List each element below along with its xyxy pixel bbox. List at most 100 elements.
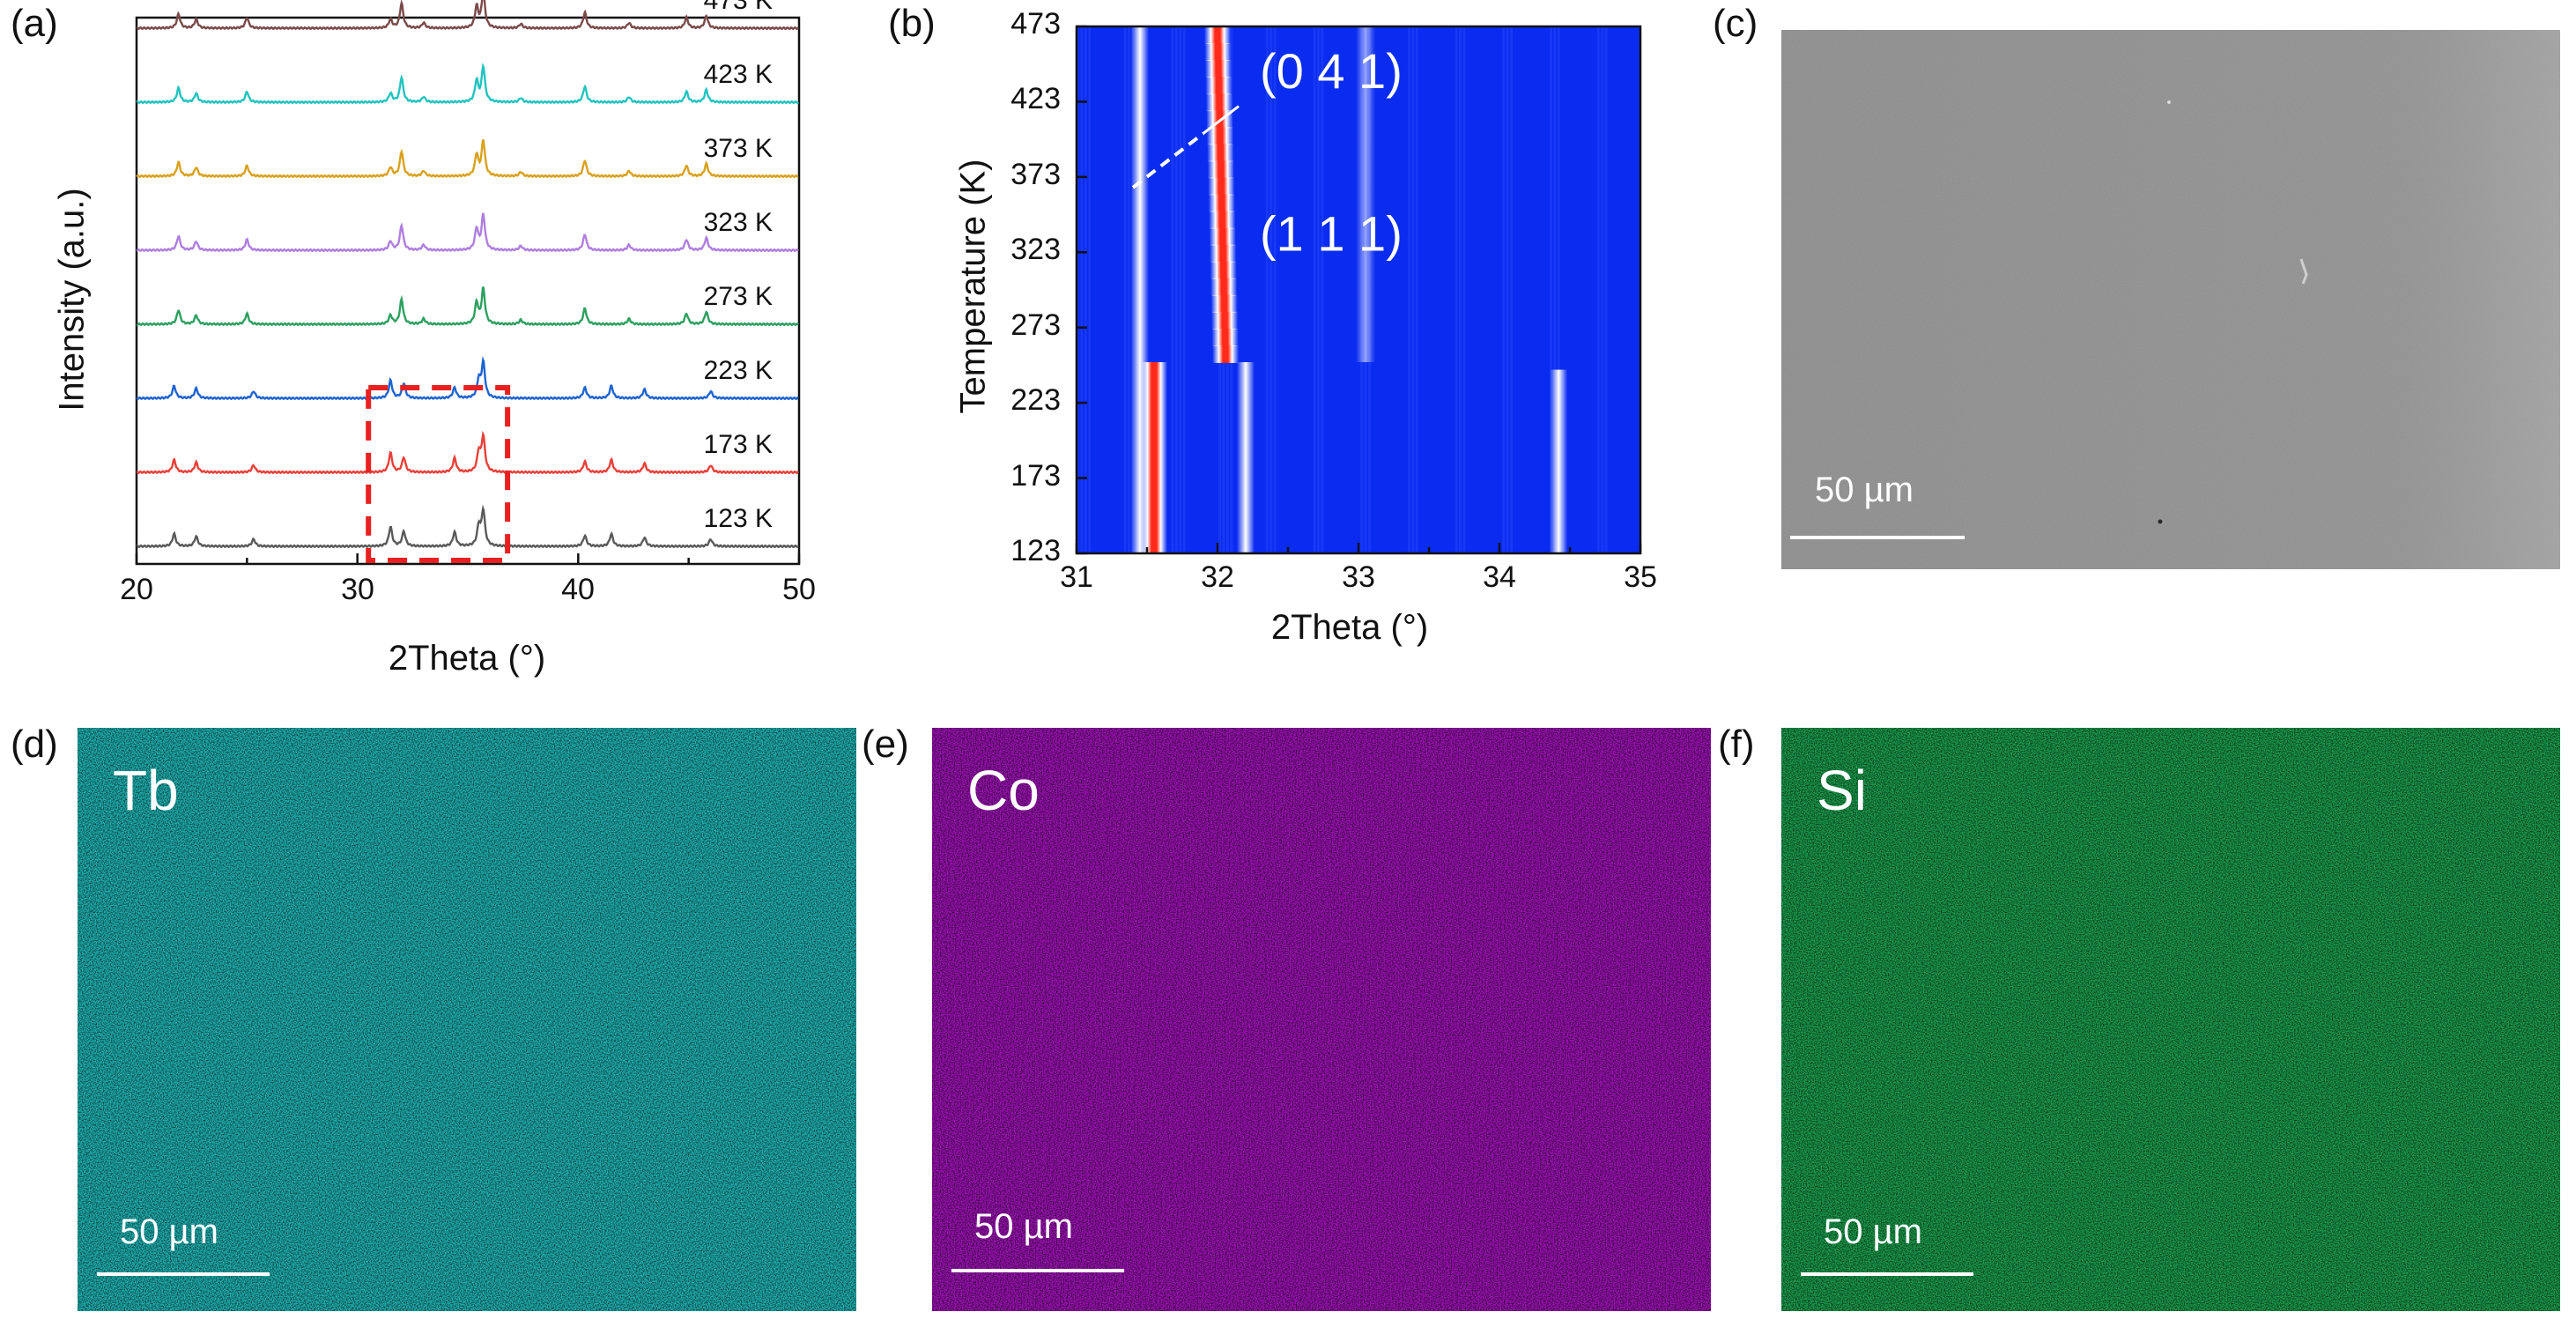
series-line xyxy=(136,139,799,179)
eds-map-si: Si 50 µm xyxy=(1781,728,2560,1311)
series-line xyxy=(136,286,800,327)
sem-texture xyxy=(1781,30,2560,569)
map-scale-label: 50 µm xyxy=(120,1212,218,1251)
chart-b-ytick: 373 xyxy=(1010,158,1061,191)
heatmap-line xyxy=(1356,26,1375,363)
chart-b-xtick: 35 xyxy=(1624,560,1657,594)
series-label: 323 K xyxy=(704,208,773,237)
series-label: 223 K xyxy=(704,356,773,385)
highlight-box xyxy=(366,385,511,563)
heatmap-noise xyxy=(1077,26,1079,553)
map-texture xyxy=(78,728,856,1311)
panel-label-c: (c) xyxy=(1713,2,1758,45)
eds-map-tb: Tb 50 µm xyxy=(78,728,856,1311)
map-texture xyxy=(1781,728,2560,1311)
map-scale-bar xyxy=(951,1269,1124,1272)
heatmap-noise xyxy=(1557,26,1560,553)
heatmap-noise xyxy=(1415,26,1418,553)
chart-a-xlabel: 2Theta (°) xyxy=(388,639,546,678)
chart-a-xtick: 40 xyxy=(561,573,595,606)
heatmap-noise xyxy=(1411,26,1415,553)
series-label: 273 K xyxy=(704,282,773,311)
chart-b-ytick: 123 xyxy=(1010,534,1061,567)
panel-label-a: (a) xyxy=(11,2,58,45)
map-scale-label: 50 µm xyxy=(974,1207,1073,1246)
chart-b-xtick: 34 xyxy=(1483,560,1516,594)
heatmap-line xyxy=(1550,369,1568,553)
chart-a-ylabel: Intensity (a.u.) xyxy=(52,188,92,411)
chart-b-ytick: 323 xyxy=(1010,233,1061,266)
chart-a-xtick: 30 xyxy=(341,573,374,606)
heatmap-noise xyxy=(1459,26,1462,553)
sem-scale-bar xyxy=(1790,536,1965,539)
series-label: 173 K xyxy=(704,430,773,459)
series-label: 423 K xyxy=(704,60,773,89)
heatmap-noise xyxy=(1273,26,1277,553)
element-label-si: Si xyxy=(1817,759,1867,822)
plot-frame xyxy=(135,16,801,566)
panel-label-f: (f) xyxy=(1718,723,1755,766)
annotation-111: (1 1 1) xyxy=(1260,206,1403,262)
panel-label-b: (b) xyxy=(888,2,936,45)
heatmap-noise xyxy=(1550,26,1552,553)
chart-b-xtick: 31 xyxy=(1060,560,1093,594)
map-scale-bar xyxy=(97,1272,270,1276)
heatmap-noise xyxy=(1604,26,1608,553)
heatmap-noise xyxy=(1084,26,1087,553)
heatmap-noise xyxy=(1265,26,1269,553)
series-line xyxy=(136,504,800,549)
heatmap-noise xyxy=(1462,26,1466,553)
heatmap-noise xyxy=(1128,26,1131,553)
chart-a-xtick: 50 xyxy=(782,573,816,606)
series-line xyxy=(136,212,799,253)
heatmap-noise xyxy=(1455,26,1458,553)
chart-a: 123 K 173 K 223 K 273 K 323 K 373 K 423 K 473 K xyxy=(135,0,801,566)
heatmap-noise xyxy=(1321,26,1324,553)
annotation-leader xyxy=(1131,131,1205,189)
panel-label-d: (d) xyxy=(11,723,58,766)
heatmap-line xyxy=(1237,362,1255,553)
heatmap-noise xyxy=(1171,26,1174,553)
heatmap-noise xyxy=(1313,26,1316,553)
sem-scale-label: 50 µm xyxy=(1815,471,1913,509)
heatmap-noise xyxy=(1502,26,1506,553)
chart-a-xtick: 20 xyxy=(120,573,153,606)
chart-b: (0 4 1) (1 1 1) xyxy=(1075,25,1642,555)
chart-b-ylabel: Temperature (K) xyxy=(953,159,993,414)
chart-b-ytick: 423 xyxy=(1010,82,1061,115)
heatmap-noise xyxy=(1506,26,1509,553)
heatmap-noise xyxy=(1269,26,1273,553)
heatmap-noise xyxy=(1088,26,1092,553)
heatmap-noise xyxy=(1174,26,1178,553)
chart-b-ytick: 173 xyxy=(1010,459,1061,493)
element-label-tb: Tb xyxy=(113,759,179,822)
series-label: 123 K xyxy=(704,504,773,533)
heatmap-noise xyxy=(1601,26,1604,553)
heatmap-noise xyxy=(1510,26,1514,553)
annotation-041: (0 4 1) xyxy=(1260,43,1403,99)
map-scale-label: 50 µm xyxy=(1824,1212,1922,1251)
heatmap-noise xyxy=(1182,26,1186,553)
heatmap-noise xyxy=(1123,26,1127,553)
heatmap-noise xyxy=(1316,26,1320,553)
annotation-leader xyxy=(1203,105,1240,135)
chart-b-ytick: 473 xyxy=(1010,7,1061,41)
series-line xyxy=(136,0,800,31)
element-label-co: Co xyxy=(967,759,1040,822)
sem-image: 50 µm xyxy=(1781,30,2560,569)
heatmap-noise xyxy=(1407,26,1410,553)
heatmap-line xyxy=(1204,26,1240,364)
chart-b-xtick: 33 xyxy=(1342,560,1375,594)
panel-label-e: (e) xyxy=(862,723,909,766)
series-label: 473 K xyxy=(704,0,773,15)
series-line xyxy=(136,356,799,401)
chart-b-ytick: 273 xyxy=(1010,308,1061,342)
series-line xyxy=(136,430,799,475)
series-line xyxy=(136,62,800,105)
heatmap-noise xyxy=(1179,26,1182,553)
heatmap-line xyxy=(1141,362,1167,553)
heatmap-noise xyxy=(1080,26,1084,553)
eds-map-co: Co 50 µm xyxy=(932,728,1711,1311)
chart-b-xlabel: 2Theta (°) xyxy=(1270,608,1429,647)
map-texture xyxy=(932,728,1711,1311)
